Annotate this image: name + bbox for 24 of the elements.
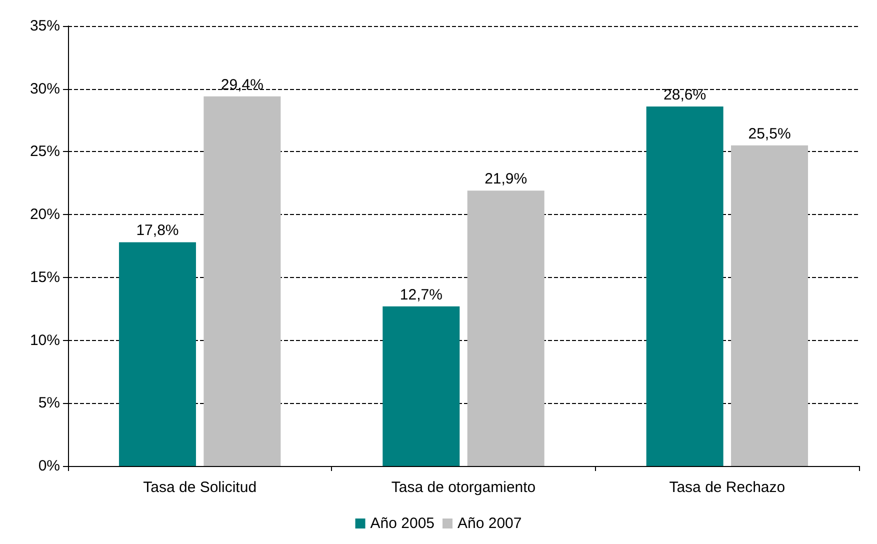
data-label: 29,4% [220,76,264,94]
bar [731,145,808,466]
legend-label: Año 2005 [370,515,435,532]
bar [204,96,281,466]
x-tick-label: Tasa de Solicitud [143,479,257,496]
bar [467,190,544,466]
y-tick-label: 15% [30,268,60,286]
data-label: 21,9% [484,170,528,188]
x-tick-label: Tasa de otorgamiento [391,479,536,496]
x-tick-label: Tasa de Rechazo [669,479,786,496]
bar [118,242,196,466]
y-tick-label: 10% [30,332,60,349]
y-tick-label: 0% [38,458,60,474]
y-tick-label: 35% [30,18,60,34]
bar [382,306,460,466]
y-tick-label: 20% [30,206,60,224]
data-label: 25,5% [748,125,791,142]
legend-label: Año 2007 [458,515,522,532]
data-label: 17,8% [136,222,179,240]
y-tick-label: 30% [30,80,60,98]
y-tick-label: 5% [38,394,60,412]
bar [646,106,724,466]
data-label: 12,7% [400,286,442,304]
y-tick-label: 25% [30,143,60,160]
